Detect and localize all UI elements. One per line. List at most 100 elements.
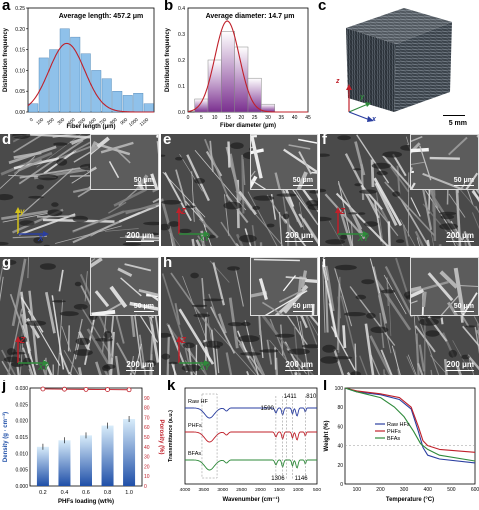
x-tick-label: 40 [292,115,298,121]
panel-label: h [163,257,173,271]
y-tick-label: 0.10 [15,68,25,74]
axis-triad [346,84,374,122]
x-tick-label: 5 [200,115,203,121]
panel-label: a [2,0,11,14]
panel-label: i [322,257,327,271]
inset-scale-label: 50 μm [133,303,154,310]
bar [91,70,102,113]
series-label: BFAs [188,451,201,457]
x-axis-label: Fiber length (μm) [66,124,115,130]
chart-b: 0 5 10 15 20 25 30 35 40 45 0.0 0.1 0.2 0.3 0.4 Average… [165,6,311,129]
scale-line [285,369,313,371]
scale-label: 200 μm [446,360,474,369]
scale-bar: 200 μm [285,360,313,371]
porosity-point [40,386,46,392]
panel-label: j [2,380,7,394]
panel-label: k [167,380,176,394]
x-tick-label: 0.6 [82,490,90,496]
y-axis-label: Transmittance (a.u.) [168,410,174,462]
inset-scale-bar: 50 μm [133,303,154,312]
scale-line [126,240,154,242]
y-tick-label: 0.030 [15,386,28,392]
sem-inset: 50 μm [250,257,318,316]
sem-inset: 50 μm [90,257,159,316]
x-tick-label: 200 [376,487,385,493]
inset-scale-line [453,310,474,312]
y2-tick-label: 70 [144,415,150,421]
bar [234,46,249,113]
y-tick-label: 80 [337,405,343,411]
y-tick-label: 0.4 [178,6,185,12]
inset-scale-line [453,184,474,186]
series-line [344,387,476,453]
x-tick-label: 3000 [217,487,228,493]
panel-label: b [164,0,174,14]
inset-scale-bar: 50 μm [453,177,474,186]
series-label: Raw HF [188,399,209,405]
y-tick-label: 0.15 [15,48,25,54]
y-tick-label: 100 [335,386,344,392]
scale-label: 200 μm [126,231,154,240]
axis-h-label: XY [38,363,49,372]
panel-i: 50 μm i 200 μm [320,257,479,375]
x-tick-label: 25 [252,115,258,121]
x-tick-label: 1000 [293,487,304,493]
x-tick-label: 500 [77,117,86,126]
bar [101,78,112,113]
series-line [344,387,476,462]
scale-bar: 200 μm [285,231,313,242]
x-tick-label: 1000 [128,117,139,128]
x-tick-label: 200 [46,117,55,126]
bar [58,440,71,486]
inset-scale-label: 50 μm [292,303,313,310]
panel-e: 50 μm e 200 μm Z XY [161,134,318,246]
x-tick-label: 0 [29,117,35,123]
porosity-point [105,387,110,392]
axis-indicator [176,207,210,237]
chart-l: 100 200 300 400 500 600 0 20 40 60 80 100 Raw HFsPHF… [324,386,479,503]
annotation: 1146 [295,476,309,482]
band-box [201,393,218,479]
y-tick-label: 0.005 [15,468,28,474]
y-tick-label: 0.25 [15,6,25,12]
y2-tick-label: 30 [144,455,150,461]
bar [112,90,123,113]
x-tick-label: 0.8 [104,490,112,496]
panel-j: j 0.2 0.4 0.6 0.8 1.0 0.000 0.005 0.010 0.015 0.0… [0,380,165,510]
chart-title: Average diameter: 14.7 μm [206,13,295,20]
y-tick-label: 0.3 [178,32,185,38]
y-tick-label: 0.1 [178,84,185,90]
annotation: 1590 [261,406,275,412]
panel-c: c z y x 5 mm [316,0,479,132]
legend-label: Raw HFs [387,422,410,428]
panel-h: 50 μm h 200 μm Z XY [161,257,318,375]
series-line [344,387,476,464]
axis-v-label: Z [181,336,186,345]
y-tick-label: 0.025 [15,402,28,408]
x-tick-label: 600 [88,117,97,126]
panel-label: e [163,134,172,148]
y-tick-label: 0 [340,482,343,488]
x-tick-label: 35 [279,115,285,121]
x-tick-label: 1500 [274,487,285,493]
series-line [185,407,317,419]
sem-inset: 50 μm [250,134,318,190]
x-axis-label: PHFs loading (wt%) [58,499,114,505]
sem-inset: 50 μm [90,134,159,190]
panel-label: f [322,134,327,148]
panel-k: k 4000 3500 3000 2500 2000 1500 1000 500 Raw HF P… [165,380,321,510]
fit-curve [187,20,308,113]
plot-frame [27,7,155,113]
y-axis-label: Distribution frequency [165,27,171,92]
series-label: PHFs [188,423,202,429]
axis-x-label: x [372,116,376,123]
x-axis-label: Wavenumber (cm⁻¹) [223,496,280,503]
scale-bar-label: 5 mm [448,120,467,127]
bar [143,103,154,113]
series-line [185,431,317,443]
y-tick-label: 0.00 [15,110,25,116]
y-tick-label: 0.05 [15,89,25,95]
scale-bar [443,114,465,116]
x-tick-label: 3500 [199,487,210,493]
axis-indicator [335,207,369,237]
